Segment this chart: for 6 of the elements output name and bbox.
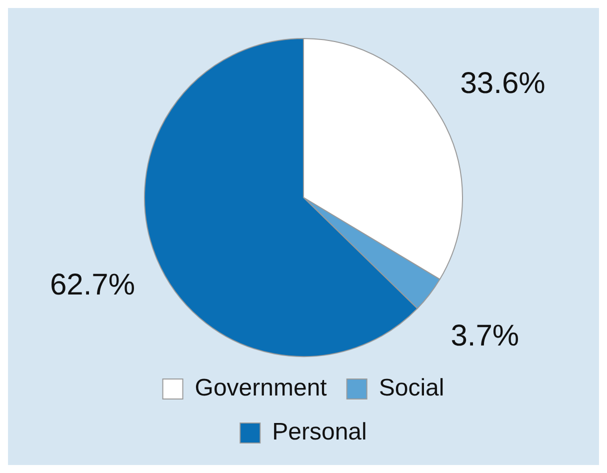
legend-label: Government — [194, 374, 328, 402]
data-label: 33.6% — [460, 66, 546, 100]
legend-label: Social — [378, 374, 444, 402]
data-label: 62.7% — [50, 268, 136, 302]
legend-label: Personal — [272, 418, 367, 446]
data-label: 3.7% — [450, 320, 520, 353]
